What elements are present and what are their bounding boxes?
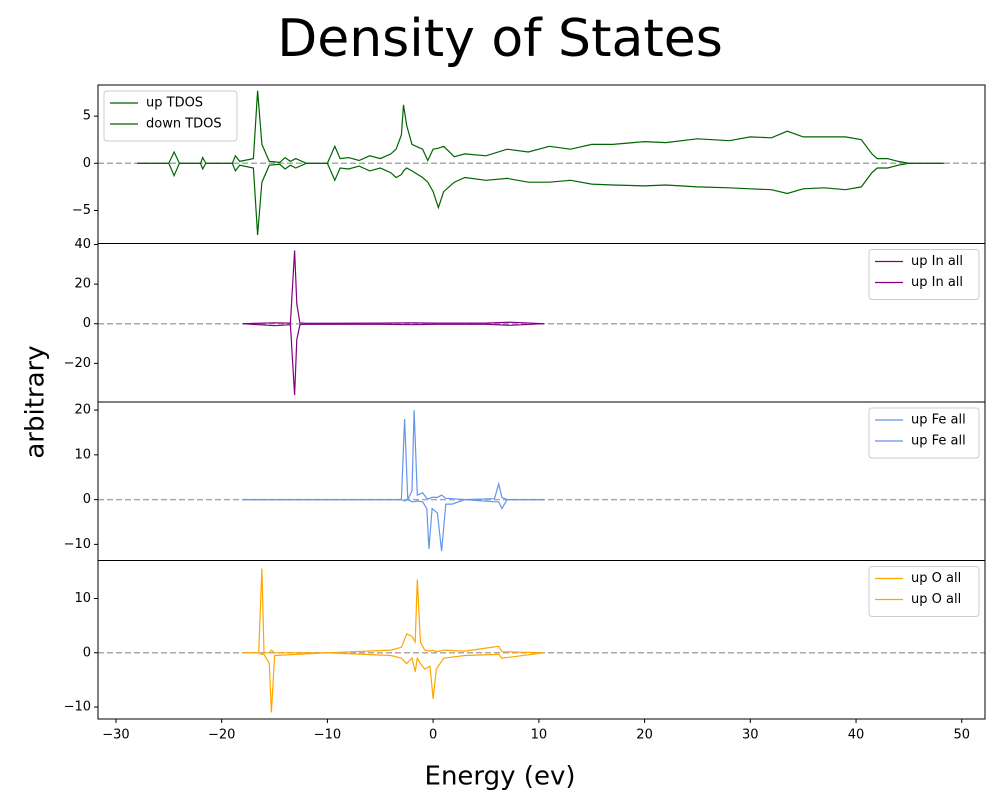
x-tick-label: 40 <box>848 728 865 743</box>
legend-label: up Fe all <box>911 434 966 449</box>
plot-area <box>242 410 545 552</box>
x-tick-label: −30 <box>102 728 129 743</box>
legend-label: up In all <box>911 254 963 269</box>
series-line <box>242 652 545 713</box>
figure-title: Density of States <box>277 9 723 69</box>
legend-label: up O all <box>911 571 961 586</box>
x-tick-label: 10 <box>531 728 548 743</box>
y-tick-label: 20 <box>74 277 91 292</box>
legend-label: up In all <box>911 275 963 290</box>
axes-frame <box>97 401 986 561</box>
y-tick-label: 0 <box>83 492 91 507</box>
series-line <box>242 568 545 654</box>
y-tick-label: 40 <box>74 237 91 252</box>
plot-area <box>242 568 545 713</box>
y-tick-label: 10 <box>74 591 91 606</box>
series-line <box>137 162 944 236</box>
series-line <box>242 498 545 552</box>
plot-area <box>137 90 944 236</box>
series-line <box>242 410 545 501</box>
x-tick-label: 20 <box>636 728 653 743</box>
plot-area <box>242 250 545 396</box>
x-tick-label: 50 <box>953 728 970 743</box>
y-tick-label: −20 <box>64 356 91 371</box>
series-line <box>137 90 944 164</box>
axes-frame <box>97 243 986 403</box>
y-tick-label: 0 <box>83 645 91 660</box>
y-tick-label: −5 <box>72 203 91 218</box>
x-tick-label: −10 <box>314 728 341 743</box>
y-tick-label: −10 <box>64 537 91 552</box>
axes-frame <box>97 560 986 720</box>
y-tick-label: 0 <box>83 156 91 171</box>
legend-label: up Fe all <box>911 413 966 428</box>
series-line <box>242 250 545 325</box>
x-axis-label: Energy (ev) <box>425 762 576 792</box>
y-axis-label: arbitrary <box>21 345 51 458</box>
y-tick-label: −10 <box>64 700 91 715</box>
y-tick-label: 0 <box>83 316 91 331</box>
legend-label: up O all <box>911 592 961 607</box>
x-tick-label: −20 <box>208 728 235 743</box>
y-tick-label: 20 <box>74 403 91 418</box>
x-tick-label: 0 <box>429 728 437 743</box>
y-tick-label: 10 <box>74 447 91 462</box>
series-line <box>242 323 545 396</box>
legend-label: down TDOS <box>146 117 222 132</box>
x-tick-label: 30 <box>742 728 759 743</box>
legend-label: up TDOS <box>146 96 203 111</box>
y-tick-label: 5 <box>83 109 91 124</box>
